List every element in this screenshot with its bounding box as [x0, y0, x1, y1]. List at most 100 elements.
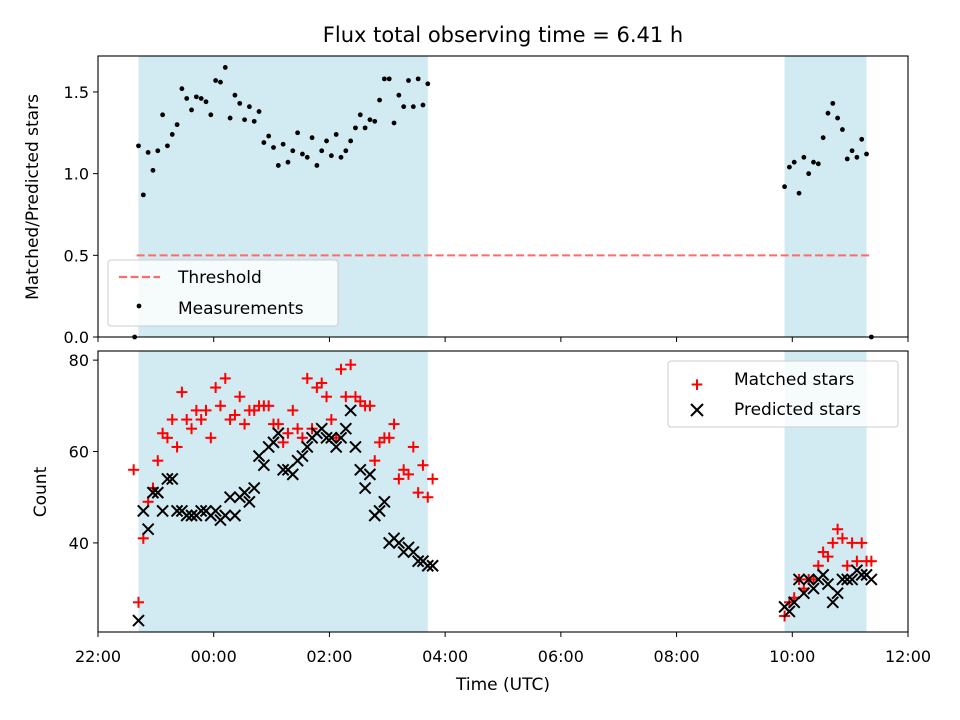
measurement-point — [401, 104, 407, 110]
ratio-plot-frame — [97, 55, 909, 338]
matched-stars-point — [292, 423, 304, 435]
measurement-point — [420, 102, 426, 108]
matched-stars-point — [340, 391, 352, 403]
measurement-point — [160, 112, 166, 118]
measurement-point — [280, 141, 286, 147]
matched-stars-point — [152, 455, 164, 467]
matched-stars-point — [364, 400, 376, 412]
matched-stars-point — [234, 391, 246, 403]
x-tick-label: 10:00 — [769, 647, 815, 666]
predicted-stars-point — [816, 568, 830, 582]
measurement-point — [208, 112, 214, 118]
measurement-point — [324, 138, 329, 144]
measurement-point — [786, 164, 792, 170]
matched-stars-point — [851, 555, 863, 567]
measurement-point — [266, 133, 272, 139]
measurement-point — [333, 132, 339, 137]
predicted-stars-point — [841, 573, 854, 586]
predicted-stars-point — [156, 504, 169, 518]
matched-stars-point — [219, 372, 231, 384]
measurement-point — [198, 96, 204, 101]
matched-stars-point — [301, 372, 313, 384]
predicted-stars-point — [296, 449, 309, 463]
predicted-stars-point — [378, 495, 391, 508]
predicted-stars-point — [315, 422, 328, 435]
matched-stars-point — [282, 427, 294, 439]
predicted-stars-point — [426, 559, 439, 572]
predicted-stars-point — [392, 536, 406, 550]
predicted-stars-point — [151, 486, 164, 499]
measurement-point — [155, 148, 161, 154]
matched-stars-point — [393, 473, 405, 485]
predicted-stars-point — [358, 481, 372, 495]
ratio-legend-box — [107, 259, 339, 327]
measurement-point — [835, 115, 841, 121]
measurement-point — [406, 78, 411, 83]
predicted-stars-point — [855, 568, 868, 582]
predicted-stars-point — [320, 431, 333, 445]
matched-stars-point — [383, 432, 395, 444]
measurement-point — [285, 159, 291, 165]
matched-stars-point — [865, 555, 877, 567]
x-tick-label: 06:00 — [538, 647, 584, 666]
measurements-legend-label: Measurements — [178, 299, 304, 319]
measurement-point — [314, 163, 320, 168]
predicted-stars-point — [252, 449, 266, 463]
matched-stars-point — [836, 532, 848, 544]
y-tick-label: 1.0 — [64, 165, 89, 184]
predicted-stars-point — [132, 614, 145, 627]
measurement-point — [261, 140, 267, 145]
matched-stars-point — [846, 537, 858, 549]
matched-stars-point — [176, 386, 188, 398]
measurement-point — [830, 100, 836, 106]
measurement-point — [222, 65, 228, 70]
x-tick-label: 22:00 — [75, 647, 121, 666]
predicted-stars-point — [301, 440, 314, 454]
measurement-point — [165, 143, 170, 149]
measurement-point — [328, 153, 334, 159]
predicted-stars-point — [792, 573, 806, 586]
predicted-stars-point — [334, 431, 348, 445]
predicted-stars-point — [223, 491, 237, 504]
y-tick-label: 40 — [69, 534, 89, 553]
predicted-stars-point — [166, 472, 179, 486]
observing-span-0 — [138, 351, 428, 632]
matched-stars-point — [205, 432, 217, 444]
measurement-point — [290, 148, 296, 154]
measurement-point — [295, 130, 301, 136]
count-legend-box — [667, 360, 899, 428]
predicted-stars-point — [344, 404, 357, 417]
count-panel: 40 60 80 22:00 00:00 02:00 04:00 06:00 08:00 10:… — [31, 350, 931, 695]
predicted-stars-point — [373, 504, 386, 518]
measurement-point — [300, 151, 305, 157]
measurement-point — [140, 192, 146, 198]
measurement-point — [801, 154, 807, 160]
predicted-stars-point — [170, 504, 184, 518]
measurement-point — [840, 127, 845, 132]
matched-stars-point — [186, 423, 198, 435]
measurement-point — [169, 132, 175, 137]
matched-stars-point — [412, 487, 424, 499]
measurement-point — [381, 76, 387, 82]
observing-span-1 — [784, 56, 867, 337]
chart-title: Flux total observing time = 6.41 h — [323, 23, 683, 47]
measurement-point — [386, 76, 392, 82]
predicted-stars-point — [788, 596, 801, 609]
measurement-point — [348, 138, 354, 144]
predicted-stars-point — [286, 468, 299, 481]
measurement-point — [782, 184, 787, 190]
measurement-point — [256, 109, 262, 114]
measurement-point — [859, 136, 865, 142]
measurement-point — [854, 154, 860, 160]
matched-stars-point — [133, 596, 144, 608]
predicted-stars-point — [339, 422, 353, 435]
x-tick-label: 02:00 — [306, 647, 352, 666]
matched-stars-point — [335, 363, 347, 375]
measurement-point — [811, 159, 816, 165]
matched-stars-point — [822, 551, 834, 563]
predicted-stars-point — [826, 596, 839, 609]
measurement-point — [391, 120, 397, 126]
predicted-stars-point — [272, 427, 285, 440]
matched-stars-point — [827, 537, 839, 549]
